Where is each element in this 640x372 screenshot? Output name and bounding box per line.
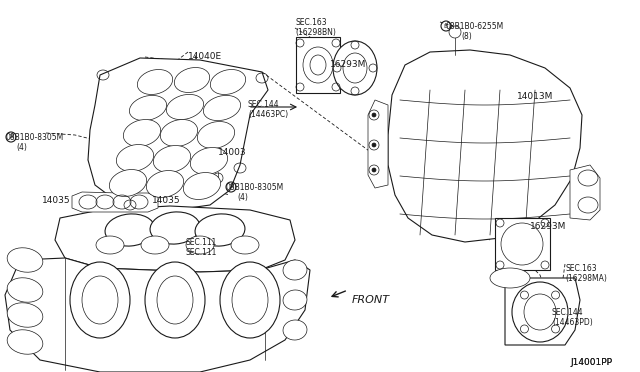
- Ellipse shape: [372, 143, 376, 147]
- Text: 14003: 14003: [218, 148, 246, 157]
- Ellipse shape: [283, 320, 307, 340]
- Text: SEC.163: SEC.163: [565, 264, 596, 273]
- Bar: [495, 218, 550, 270]
- Ellipse shape: [183, 173, 221, 199]
- Ellipse shape: [70, 262, 130, 338]
- Ellipse shape: [231, 236, 259, 254]
- Ellipse shape: [303, 47, 333, 83]
- Text: (16298MA): (16298MA): [565, 274, 607, 283]
- Ellipse shape: [157, 276, 193, 324]
- Text: FRONT: FRONT: [352, 295, 390, 305]
- Ellipse shape: [161, 119, 198, 147]
- Text: SEC.144: SEC.144: [248, 100, 280, 109]
- Text: SEC.163: SEC.163: [295, 18, 326, 27]
- Ellipse shape: [372, 113, 376, 117]
- Polygon shape: [570, 165, 600, 220]
- Ellipse shape: [283, 290, 307, 310]
- Ellipse shape: [7, 248, 43, 272]
- Ellipse shape: [186, 236, 214, 254]
- Polygon shape: [72, 192, 158, 212]
- Bar: [296, 37, 340, 93]
- Ellipse shape: [96, 236, 124, 254]
- Text: 08B1B0-8305M: 08B1B0-8305M: [5, 133, 63, 142]
- Ellipse shape: [333, 41, 377, 95]
- Ellipse shape: [372, 168, 376, 172]
- Text: J14001PP: J14001PP: [570, 358, 612, 367]
- Text: 14035: 14035: [152, 196, 180, 205]
- Ellipse shape: [7, 330, 43, 354]
- Polygon shape: [505, 278, 580, 345]
- Ellipse shape: [7, 278, 43, 302]
- Text: 08B1B0-6255M: 08B1B0-6255M: [445, 22, 503, 31]
- Text: (8): (8): [461, 32, 472, 41]
- Polygon shape: [368, 100, 388, 188]
- Polygon shape: [5, 258, 310, 372]
- Text: (4): (4): [237, 193, 248, 202]
- Polygon shape: [88, 58, 268, 210]
- Text: (14463PD): (14463PD): [552, 318, 593, 327]
- Ellipse shape: [116, 144, 154, 171]
- Text: 16293M: 16293M: [330, 60, 366, 69]
- Text: 14013M: 14013M: [517, 92, 554, 101]
- Ellipse shape: [197, 122, 235, 148]
- Text: (16298BN): (16298BN): [295, 28, 336, 37]
- Ellipse shape: [82, 276, 118, 324]
- Ellipse shape: [283, 260, 307, 280]
- Ellipse shape: [124, 119, 161, 147]
- Ellipse shape: [174, 67, 210, 93]
- Ellipse shape: [150, 212, 200, 244]
- Text: 14040E: 14040E: [188, 52, 222, 61]
- Text: B: B: [444, 23, 448, 29]
- Ellipse shape: [147, 170, 184, 198]
- Text: SEC.111: SEC.111: [185, 248, 216, 257]
- Polygon shape: [55, 206, 295, 272]
- Ellipse shape: [449, 26, 461, 38]
- Text: J14001PP: J14001PP: [570, 358, 612, 367]
- Text: B: B: [9, 135, 13, 140]
- Text: 14035: 14035: [42, 196, 70, 205]
- Text: SEC.111: SEC.111: [185, 238, 216, 247]
- Ellipse shape: [211, 70, 246, 94]
- Ellipse shape: [141, 236, 169, 254]
- Ellipse shape: [138, 70, 173, 94]
- Ellipse shape: [105, 214, 155, 246]
- Ellipse shape: [512, 282, 568, 342]
- Text: SEC.144: SEC.144: [552, 308, 584, 317]
- Polygon shape: [388, 50, 582, 242]
- Ellipse shape: [7, 303, 43, 327]
- Ellipse shape: [232, 276, 268, 324]
- Ellipse shape: [145, 262, 205, 338]
- Ellipse shape: [154, 145, 191, 173]
- Text: B: B: [229, 185, 233, 189]
- Ellipse shape: [220, 262, 280, 338]
- Text: (14463PC): (14463PC): [248, 110, 288, 119]
- Ellipse shape: [490, 268, 530, 288]
- Ellipse shape: [129, 95, 166, 121]
- Text: 08B1B0-8305M: 08B1B0-8305M: [225, 183, 284, 192]
- Text: 16293M: 16293M: [530, 222, 566, 231]
- Ellipse shape: [190, 148, 228, 174]
- Ellipse shape: [166, 94, 204, 119]
- Ellipse shape: [195, 214, 245, 246]
- Ellipse shape: [204, 95, 241, 121]
- Ellipse shape: [501, 223, 543, 265]
- Text: (4): (4): [16, 143, 27, 152]
- Ellipse shape: [109, 170, 147, 196]
